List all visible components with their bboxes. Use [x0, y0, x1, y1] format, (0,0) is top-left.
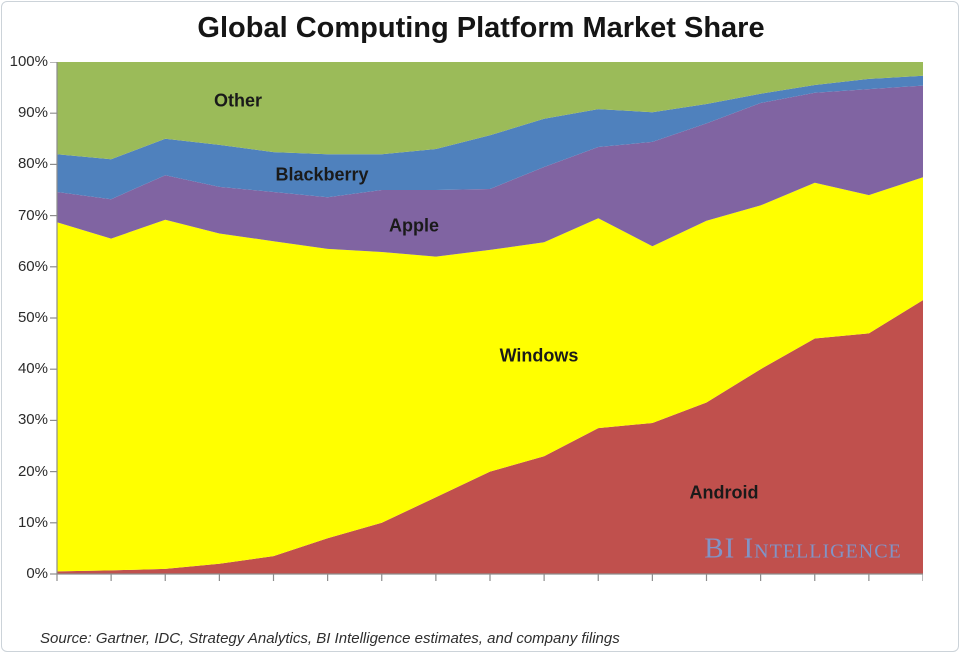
area-apple	[57, 85, 923, 257]
area-label-windows: Windows	[499, 345, 579, 366]
source-note: Source: Gartner, IDC, Strategy Analytics…	[40, 630, 620, 647]
area-android	[57, 300, 923, 574]
area-label-other: Other	[213, 90, 263, 111]
y-tick-label: 90%	[17, 104, 48, 122]
bi-intelligence-watermark: BI Intelligence	[704, 532, 902, 565]
y-tick-label: 0%	[26, 565, 48, 582]
area-label-blackberry: Blackberry	[275, 164, 369, 185]
y-tick-label: 80%	[17, 155, 48, 173]
area-other	[57, 62, 923, 160]
y-tick-label: 100%	[9, 53, 48, 70]
y-tick-label: 30%	[17, 411, 48, 429]
area-windows	[57, 177, 923, 572]
area-label-android: Android	[689, 482, 759, 503]
y-tick-label: 20%	[17, 462, 48, 480]
y-tick-label: 60%	[17, 257, 48, 275]
y-tick-label: 10%	[17, 513, 48, 531]
chart-title: Global Computing Platform Market Share	[197, 12, 765, 44]
y-tick-label: 50%	[17, 309, 48, 326]
area-label-apple: Apple	[388, 215, 440, 236]
y-tick-label: 70%	[17, 206, 48, 224]
y-tick-label: 40%	[17, 360, 48, 378]
area-blackberry	[57, 75, 923, 200]
stacked-area-chart	[50, 62, 923, 581]
